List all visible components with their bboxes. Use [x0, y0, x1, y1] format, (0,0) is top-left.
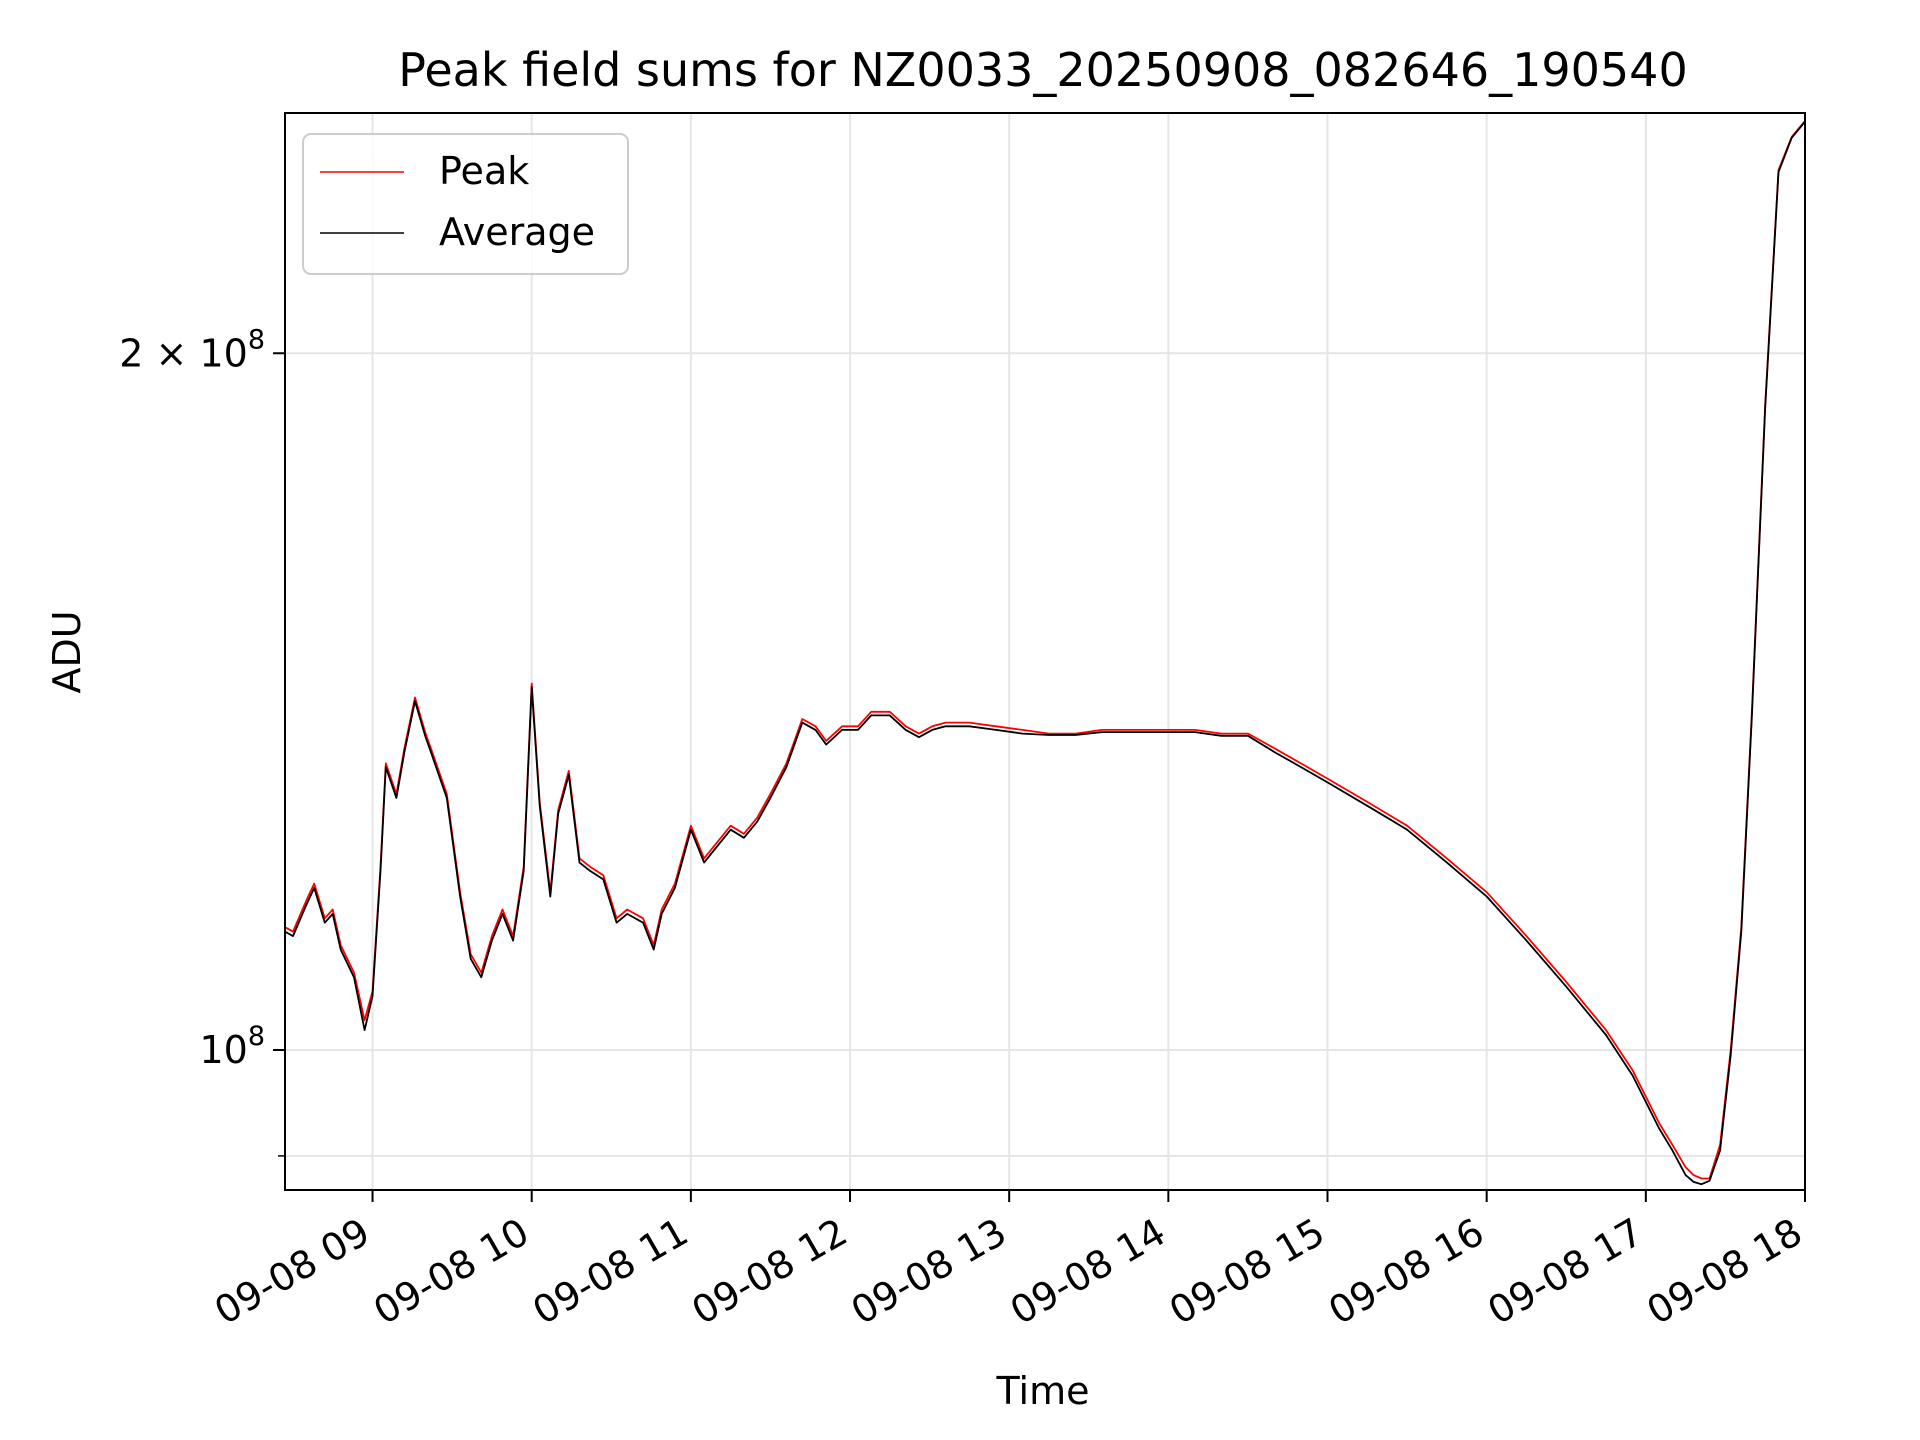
legend-peak-label: Peak	[439, 149, 529, 193]
legend-box	[302, 133, 629, 275]
plot-frame	[284, 112, 1806, 1191]
plot-series	[285, 120, 1805, 1186]
series-line-peak	[285, 120, 1805, 1180]
series-line-average	[285, 121, 1805, 1186]
y-axis-label: ADU	[45, 610, 89, 693]
y-tick-label: 2 × 108	[119, 324, 265, 375]
legend: Peak Average	[302, 133, 629, 275]
x-axis-label: Time	[996, 1369, 1090, 1413]
legend-average-label: Average	[439, 210, 595, 254]
chart-title: Peak field sums for NZ0033_20250908_0826…	[398, 43, 1687, 97]
